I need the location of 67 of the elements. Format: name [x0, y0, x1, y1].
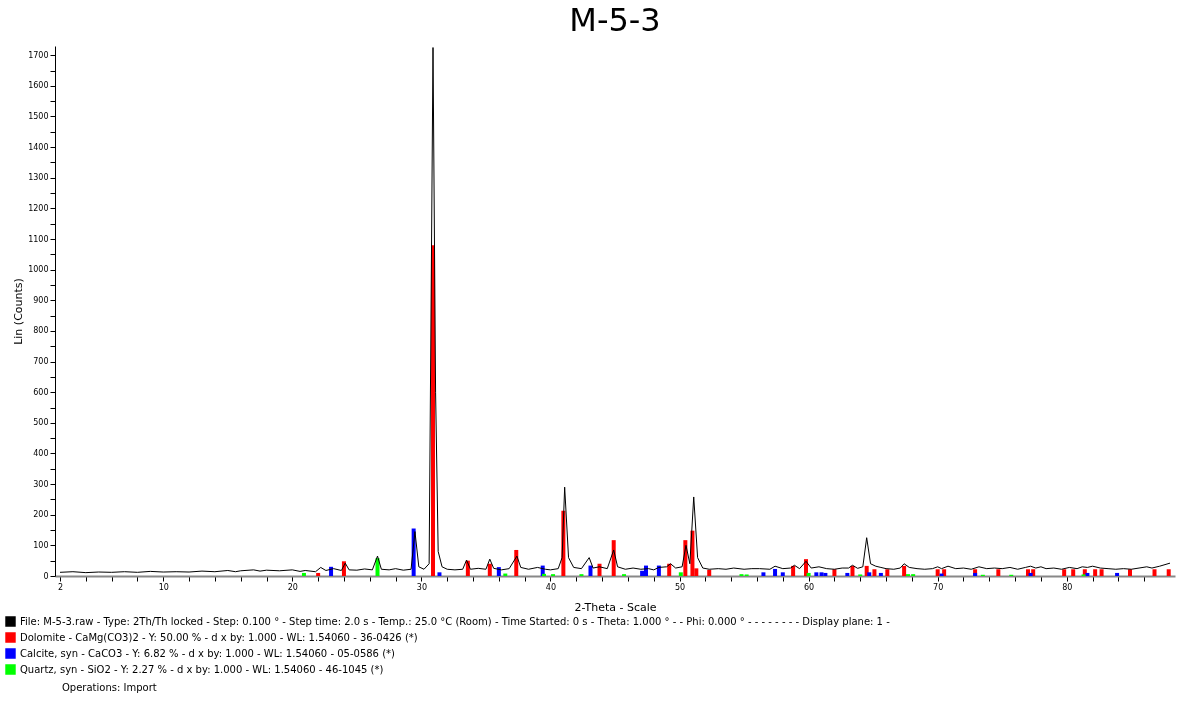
y-tick-label: 900 — [33, 295, 49, 305]
bar — [707, 569, 712, 576]
y-tick-label: 600 — [33, 387, 49, 397]
y-tick-label: 1000 — [28, 265, 49, 275]
bar — [996, 569, 1001, 576]
bar — [902, 565, 907, 576]
bar — [814, 572, 819, 576]
bar — [316, 572, 321, 576]
bar — [885, 569, 890, 576]
x-tick-label: 70 — [933, 582, 944, 592]
y-tick-label: 100 — [33, 540, 49, 550]
x-tick-label: 50 — [674, 582, 686, 592]
y-tick-label: 1400 — [28, 142, 49, 152]
bar — [850, 565, 855, 576]
y-tick-label: 0 — [43, 571, 49, 581]
x-tick-label: 2 — [57, 582, 64, 592]
bar — [640, 570, 645, 576]
bar — [773, 568, 778, 576]
bar — [791, 565, 796, 576]
bar — [1062, 569, 1067, 576]
y-tick-label: 300 — [33, 479, 49, 489]
bar — [1071, 569, 1076, 576]
x-tick-label: 80 — [1062, 582, 1073, 592]
y-tick-label: 1700 — [28, 50, 49, 60]
x-tick-label: 20 — [287, 582, 298, 592]
legend-label: Calcite, syn - CaCO3 - Y: 6.82 % - d x by: 1.000 - WL: 1.54060 - 05-0586 (*) — [20, 647, 396, 659]
bar — [867, 572, 872, 576]
bar — [588, 565, 593, 576]
bar — [761, 572, 766, 576]
bar — [1166, 569, 1171, 576]
chart-title: M-5-3 — [569, 1, 661, 39]
bar — [678, 572, 683, 576]
text: Operations: Import — [62, 682, 158, 693]
bar — [878, 572, 883, 576]
bar — [845, 572, 850, 576]
y-tick-label: 500 — [33, 418, 49, 428]
legend-label: Dolomite - CaMg(CO3)2 - Y: 50.00 % - d x by: 1.000 - WL: 1.54060 - 36-0426 (*) — [20, 631, 418, 643]
bar — [437, 572, 442, 576]
bar — [1115, 572, 1120, 576]
x-axis-title: 2-Theta - Scale — [574, 600, 657, 614]
bar — [487, 563, 492, 576]
bar — [1099, 569, 1104, 576]
bar — [1093, 569, 1098, 576]
x-tick-label: 40 — [545, 582, 557, 592]
y-tick-label: 400 — [33, 448, 49, 458]
bar — [1152, 569, 1157, 576]
y-tick-label: 1300 — [28, 173, 49, 183]
bar — [301, 572, 306, 576]
y-tick-label: 1500 — [28, 111, 49, 121]
y-axis-title: Lin (Counts) — [12, 278, 26, 345]
bar — [935, 569, 940, 576]
line-series — [59, 47, 1171, 574]
bar — [872, 569, 877, 576]
legend-label: Quartz, syn - SiO2 - Y: 2.27 % - d x by: 1.000 - WL: 1.54060 - 46-1045 (*) — [20, 663, 384, 675]
bar — [806, 572, 811, 576]
y-tick-label: 1200 — [28, 203, 49, 213]
x-tick-label: 30 — [416, 582, 427, 592]
y-tick-label: 700 — [33, 357, 49, 367]
y-tick-label: 1100 — [28, 234, 49, 244]
legend-label: File: M-5-3.raw - Type: 2Th/Th locked - Step: 0.100 ° - Step time: 2.0 s - Temp.: 25.0 °C (Room) - Time Started: 0 s - Theta: 1.000 ° - - Phi: 0.000 ° - - - - - - - - Display plane: 1 - — [20, 615, 891, 627]
y-tick-label: 800 — [33, 326, 49, 336]
y-tick-label: 200 — [33, 510, 49, 520]
bar — [823, 572, 828, 576]
x-tick-label: 60 — [804, 582, 815, 592]
bar — [780, 572, 785, 576]
y-tick-label: 1600 — [28, 81, 49, 91]
x-tick-label: 10 — [158, 582, 169, 592]
